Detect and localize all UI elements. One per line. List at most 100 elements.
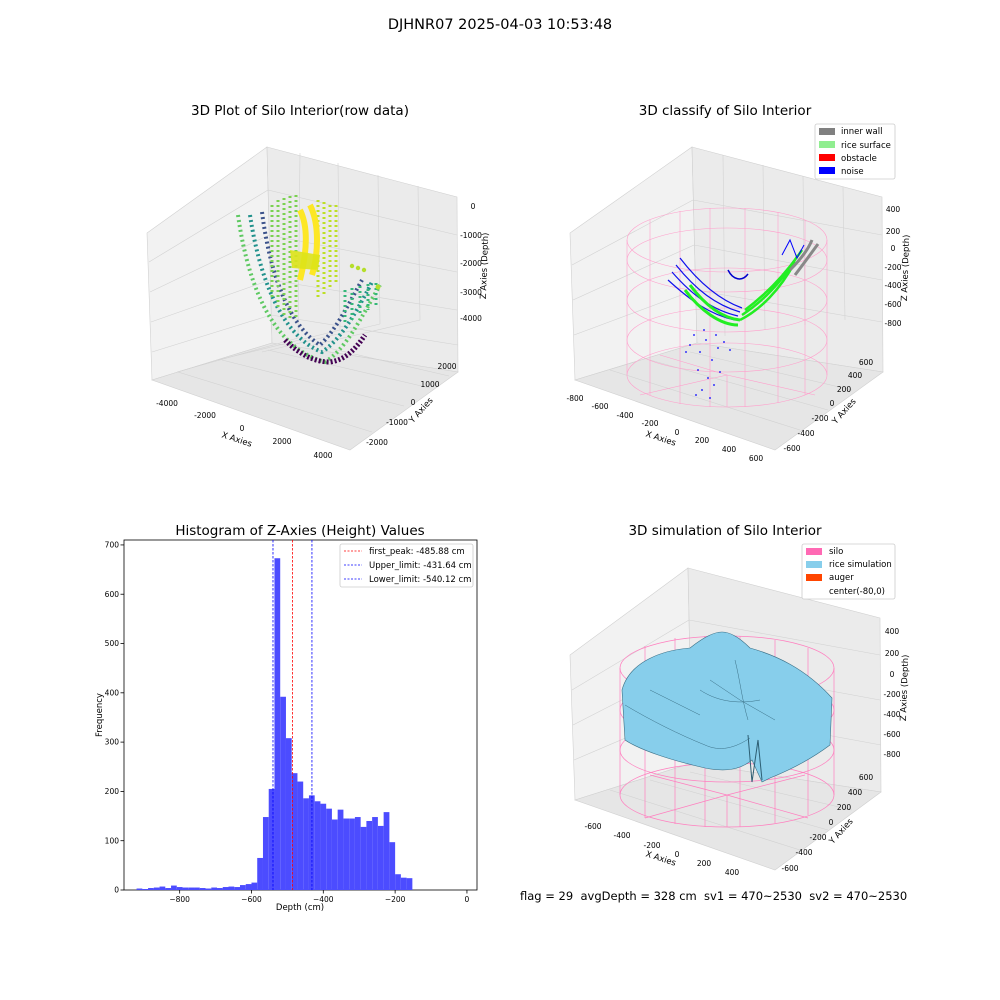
sim-x-tick: -600 — [584, 822, 601, 831]
classify-x-tick: -400 — [616, 411, 633, 420]
histogram-bar — [274, 558, 281, 890]
histogram-bar — [199, 888, 206, 890]
histogram-x-label: Depth (cm) — [276, 903, 324, 913]
classify-x-tick: 200 — [695, 436, 710, 445]
sim-y-tick: 0 — [829, 818, 834, 827]
classify-3d-axes — [569, 146, 884, 451]
histogram-bar — [349, 818, 355, 890]
classify-x-label: X Axies — [644, 429, 677, 448]
histogram-bar — [205, 888, 212, 890]
histogram-bar — [262, 817, 269, 890]
histogram-x-tick-label: −600 — [241, 895, 262, 904]
histogram-bar — [251, 882, 258, 890]
histogram-bar — [360, 826, 367, 890]
raw-data-scatter — [236, 195, 382, 365]
histogram-bar — [153, 887, 160, 890]
histogram-bar — [217, 888, 223, 890]
histogram-bar — [308, 795, 315, 890]
histogram-bar — [176, 887, 183, 890]
classify-z-tick: -400 — [884, 281, 901, 290]
histogram-legend: first_peak: -485.88 cm Upper_limit: -431… — [339, 543, 474, 588]
histogram-x-tick-label: −800 — [169, 895, 190, 904]
sim-z-tick: -200 — [883, 690, 900, 699]
histogram-bar — [234, 887, 240, 890]
classify-x-tick: 600 — [749, 454, 764, 463]
histogram-bar — [406, 878, 413, 890]
sim-y-tick: 600 — [859, 773, 874, 782]
histogram-bar — [165, 888, 172, 890]
classify-y-tick: -200 — [811, 414, 828, 423]
classify-z-tick: 0 — [891, 244, 896, 253]
sim-x-tick: 0 — [675, 850, 680, 859]
sim-z-tick: 200 — [885, 649, 900, 658]
classify-silo-wireframe — [626, 207, 828, 408]
sim-x-label: X Axies — [644, 849, 677, 868]
legend-swatch-inner-wall — [819, 128, 835, 135]
legend-swatch-obstacle — [819, 154, 835, 161]
histogram-bar — [257, 857, 263, 890]
sim-x-tick: 400 — [725, 868, 740, 877]
classify-x-tick: -200 — [641, 419, 658, 428]
histogram-bar — [354, 817, 361, 890]
histogram-bar — [343, 818, 350, 890]
raw-x-tick: -4000 — [156, 399, 178, 408]
histogram-bar — [285, 738, 292, 890]
classify-points — [667, 238, 820, 399]
histogram-bar — [211, 887, 218, 890]
rice-simulation-surface — [621, 631, 833, 783]
raw-x-tick: 2000 — [272, 437, 291, 446]
histogram-x-tick-label: −400 — [313, 895, 334, 904]
histogram-bar — [245, 884, 252, 890]
legend-label: Upper_limit: -431.64 cm — [369, 561, 472, 571]
classify-y-tick: -400 — [797, 429, 814, 438]
histogram-bar — [395, 874, 401, 890]
sim-y-tick: 400 — [848, 788, 863, 797]
classify-z-tick: 200 — [886, 227, 901, 236]
sim-z-tick: 0 — [890, 670, 895, 679]
raw-y-tick: 2000 — [437, 362, 456, 371]
histogram-bar — [194, 887, 200, 890]
histogram-bar — [159, 886, 166, 890]
sim-y-tick: -400 — [795, 848, 812, 857]
histogram-y-tick-label: 100 — [105, 836, 120, 845]
histogram-bar — [377, 825, 384, 890]
raw-z-tick: -3000 — [460, 288, 482, 297]
sim-y-tick: 200 — [837, 803, 852, 812]
classify-z-label: Z Axies (Depth) — [900, 234, 912, 301]
sim-z-tick: -400 — [883, 710, 900, 719]
histogram-bar — [337, 809, 344, 890]
histogram-bar — [148, 888, 154, 890]
raw-y-tick: 1000 — [420, 380, 439, 389]
classify-y-tick: -600 — [783, 444, 800, 453]
histogram-bar — [188, 887, 195, 890]
simulation-plot-title: 3D simulation of Silo Interior — [628, 523, 822, 539]
simulation-legend: silo rice simulation auger center(-80,0) — [801, 543, 896, 600]
classify-plot-title: 3D classify of Silo Interior — [638, 103, 812, 119]
raw-z-tick: -2000 — [460, 259, 482, 268]
histogram-y-tick-label: 600 — [105, 590, 120, 599]
histogram-bar — [320, 803, 327, 890]
histogram-bar — [268, 788, 275, 890]
raw-3d-axes — [146, 146, 459, 451]
legend-label: center(-80,0) — [829, 587, 885, 597]
sim-y-tick: -600 — [781, 864, 798, 873]
status-footer: flag = 29 avgDepth = 328 cm sv1 = 470~25… — [520, 889, 908, 903]
legend-swatch-auger — [806, 574, 822, 581]
classify-y-tick: 400 — [848, 371, 863, 380]
classify-z-tick: 400 — [886, 205, 901, 214]
legend-swatch-silo — [806, 548, 822, 555]
histogram-plot: −800 −600 −400 −200 0 0 100 200 300 400 500 600 700… — [95, 539, 478, 913]
sim-z-tick: -600 — [883, 730, 900, 739]
raw-y-tick: -1000 — [386, 418, 408, 427]
sim-z-tick: 400 — [885, 627, 900, 636]
figure-title: DJHNR07 2025-04-03 10:53:48 — [387, 17, 613, 33]
sim-x-tick: -400 — [613, 831, 630, 840]
histogram-bar — [136, 888, 143, 890]
histogram-bar — [297, 781, 304, 890]
classify-y-tick: 0 — [830, 399, 835, 408]
sim-x-tick: -200 — [643, 841, 660, 850]
histogram-bar — [171, 885, 177, 890]
classify-x-tick: -800 — [566, 394, 583, 403]
raw-plot-title: 3D Plot of Silo Interior(row data) — [191, 103, 409, 119]
